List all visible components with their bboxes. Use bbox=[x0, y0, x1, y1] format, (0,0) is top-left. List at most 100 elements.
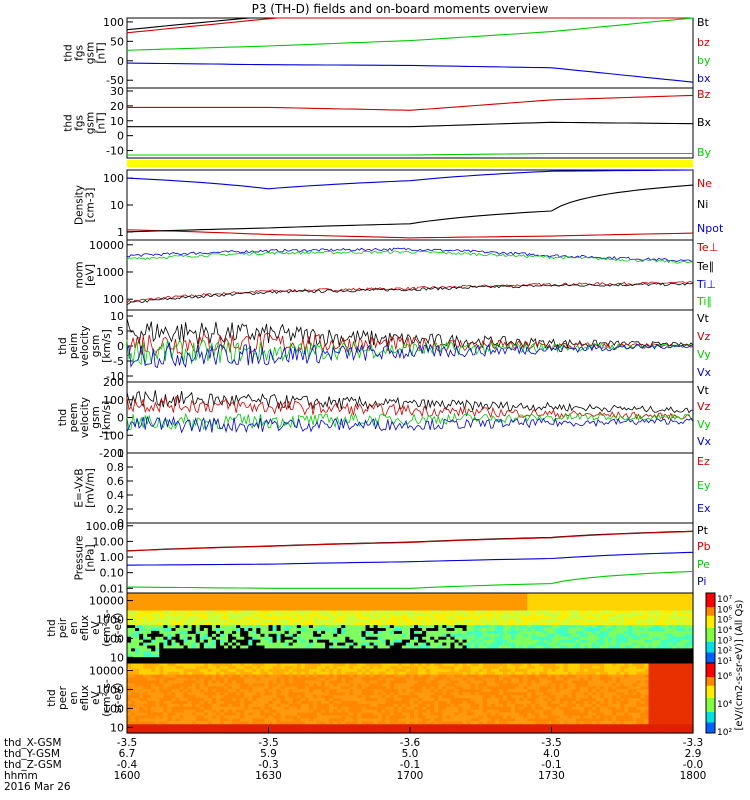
heatmap-cell bbox=[203, 695, 209, 699]
heatmap-cell bbox=[365, 715, 371, 720]
series-Vt bbox=[126, 318, 694, 349]
heatmap-cell bbox=[385, 607, 391, 612]
heatmap-cell bbox=[232, 654, 237, 658]
heatmap-cell bbox=[527, 622, 532, 626]
heatmap-cell bbox=[660, 619, 666, 623]
heatmap-cell bbox=[195, 657, 201, 661]
heatmap-cell bbox=[353, 598, 359, 603]
heatmap-cell bbox=[276, 657, 282, 661]
heatmap-cell bbox=[567, 593, 573, 597]
heatmap-cell bbox=[131, 625, 136, 629]
heatmap-cell bbox=[139, 706, 144, 711]
heatmap-cell bbox=[207, 709, 213, 714]
heatmap-cell bbox=[341, 686, 346, 690]
heatmap-cell bbox=[308, 610, 314, 615]
legend-Vx: Vx bbox=[697, 435, 712, 448]
heatmap-cell bbox=[410, 645, 415, 650]
heatmap-cell bbox=[171, 598, 177, 603]
heatmap-cell bbox=[620, 625, 625, 629]
heatmap-cell bbox=[321, 651, 326, 655]
heatmap-cell bbox=[147, 698, 152, 702]
heatmap-cell bbox=[559, 639, 565, 644]
heatmap-cell bbox=[187, 616, 193, 620]
heatmap-cell bbox=[244, 695, 249, 699]
heatmap-cell bbox=[147, 660, 152, 664]
heatmap-cell bbox=[527, 633, 532, 638]
heatmap-cell bbox=[304, 698, 310, 702]
heatmap-cell bbox=[236, 700, 241, 705]
heatmap-cell bbox=[228, 642, 233, 647]
heatmap-cell bbox=[442, 604, 447, 609]
heatmap-cell bbox=[215, 724, 221, 728]
heatmap-cell bbox=[531, 639, 536, 644]
heatmap-cell bbox=[684, 648, 690, 652]
heatmap-cell bbox=[304, 613, 310, 617]
heatmap-cell bbox=[256, 709, 262, 714]
heatmap-cell bbox=[147, 651, 152, 655]
heatmap-cell bbox=[147, 686, 152, 690]
heatmap-cell bbox=[539, 619, 545, 623]
heatmap-cell bbox=[321, 674, 326, 679]
heatmap-cell bbox=[490, 616, 496, 620]
heatmap-cell bbox=[131, 695, 136, 699]
heatmap-cell bbox=[155, 593, 160, 597]
heatmap-cell bbox=[571, 607, 577, 612]
heatmap-cell bbox=[551, 601, 557, 606]
heatmap-cell bbox=[232, 630, 237, 635]
heatmap-cell bbox=[660, 601, 666, 606]
heatmap-cell bbox=[624, 628, 629, 632]
heatmap-cell bbox=[139, 628, 144, 632]
heatmap-cell bbox=[405, 628, 411, 632]
heatmap-cell bbox=[191, 619, 197, 623]
heatmap-cell bbox=[490, 601, 496, 606]
heatmap-cell bbox=[616, 645, 621, 650]
heatmap-cell bbox=[353, 689, 359, 693]
heatmap-cell bbox=[211, 674, 217, 679]
heatmap-cell bbox=[135, 595, 140, 600]
heatmap-cell bbox=[373, 639, 379, 644]
heatmap-cell bbox=[579, 622, 585, 626]
heatmap-cell bbox=[373, 628, 379, 632]
heatmap-cell bbox=[183, 683, 189, 687]
heatmap-cell bbox=[486, 619, 492, 623]
heatmap-cell bbox=[147, 595, 152, 600]
heatmap-cell bbox=[579, 630, 585, 635]
heatmap-cell bbox=[272, 700, 278, 705]
heatmap-cell bbox=[442, 628, 447, 632]
heatmap-cell bbox=[482, 619, 488, 623]
heatmap-cell bbox=[228, 636, 233, 641]
heatmap-cell bbox=[147, 628, 152, 632]
heatmap-cell bbox=[502, 593, 508, 597]
heatmap-cell bbox=[470, 633, 476, 638]
heatmap-cell bbox=[446, 595, 452, 600]
heatmap-cell bbox=[203, 718, 209, 722]
heatmap-cell bbox=[296, 686, 302, 690]
heatmap-cell bbox=[163, 604, 169, 609]
heatmap-cell bbox=[199, 651, 205, 655]
heatmap-cell bbox=[357, 730, 363, 734]
heatmap-cell bbox=[272, 642, 278, 647]
heatmap-cell bbox=[587, 625, 593, 629]
heatmap-cell bbox=[228, 639, 233, 644]
heatmap-cell bbox=[527, 630, 532, 635]
heatmap-cell bbox=[139, 671, 144, 676]
heatmap-cell bbox=[329, 680, 334, 685]
heatmap-cell bbox=[551, 625, 557, 629]
heatmap-cell bbox=[211, 698, 217, 702]
heatmap-cell bbox=[353, 616, 359, 620]
heatmap-cell bbox=[587, 628, 593, 632]
heatmap-cell bbox=[248, 625, 253, 629]
heatmap-cell bbox=[163, 622, 169, 626]
heatmap-cell bbox=[543, 595, 549, 600]
heatmap-cell bbox=[195, 706, 201, 711]
heatmap-cell bbox=[616, 660, 621, 664]
heatmap-cell bbox=[143, 630, 148, 635]
heatmap-cell bbox=[555, 619, 561, 623]
heatmap-cell bbox=[377, 616, 383, 620]
heatmap-cell bbox=[284, 619, 290, 623]
heatmap-cell bbox=[228, 595, 233, 600]
heatmap-cell bbox=[365, 683, 371, 687]
heatmap-cell bbox=[147, 663, 152, 667]
heatmap-cell bbox=[345, 598, 350, 603]
